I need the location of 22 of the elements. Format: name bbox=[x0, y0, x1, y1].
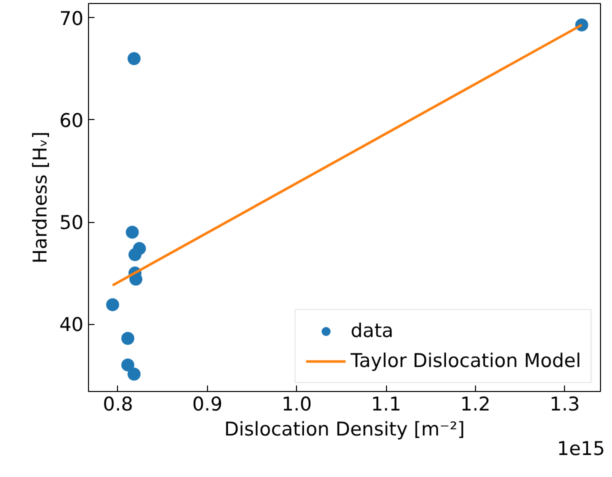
text: 1e15 bbox=[557, 437, 605, 461]
x-tick-label: 1.3 bbox=[550, 394, 580, 416]
point bbox=[121, 332, 134, 345]
point bbox=[121, 358, 134, 372]
point bbox=[106, 298, 120, 312]
point bbox=[128, 368, 141, 381]
point bbox=[126, 226, 139, 239]
legend-label: Taylor Dislocation Model bbox=[350, 350, 581, 372]
y-tick-label: 40 bbox=[59, 314, 84, 336]
x-tick-label: 1.2 bbox=[460, 394, 491, 416]
x-tick-label: 0.9 bbox=[192, 394, 222, 416]
y-tick-label: 70 bbox=[59, 8, 84, 30]
legend-label: data bbox=[350, 320, 394, 342]
x-tick-label: 1.1 bbox=[370, 394, 402, 416]
x-tick-label: 1.0 bbox=[282, 394, 312, 416]
y-tick-label: 50 bbox=[59, 212, 84, 234]
x-tick-label: 0.8 bbox=[102, 394, 134, 416]
y-tick-label: 60 bbox=[59, 110, 84, 132]
point bbox=[128, 52, 141, 66]
y-axis-title: Hardness [Hᵥ] bbox=[29, 131, 52, 264]
point bbox=[128, 248, 142, 262]
x-axis-title: Dislocation Density [m⁻²] bbox=[224, 418, 465, 440]
